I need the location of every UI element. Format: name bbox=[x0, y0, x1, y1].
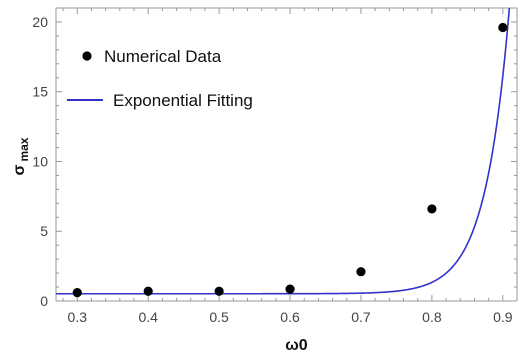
y-tick-label: 0 bbox=[40, 293, 48, 309]
legend-point-marker bbox=[82, 51, 91, 60]
y-axis-label: σ max bbox=[11, 137, 31, 175]
data-point bbox=[356, 267, 365, 276]
y-tick-label: 20 bbox=[32, 14, 48, 30]
y-tick-label: 5 bbox=[40, 223, 48, 239]
x-tick-label: 0.6 bbox=[280, 309, 300, 325]
x-tick-label: 0.3 bbox=[68, 309, 88, 325]
x-tick-label: 0.5 bbox=[209, 309, 229, 325]
x-tick-label: 0.8 bbox=[422, 309, 442, 325]
x-tick-label: 0.9 bbox=[493, 309, 513, 325]
y-tick-label: 15 bbox=[32, 84, 48, 100]
y-axis-label-subscript: max bbox=[17, 137, 31, 161]
data-point bbox=[73, 288, 82, 297]
data-point bbox=[285, 285, 294, 294]
x-tick-label: 0.4 bbox=[138, 309, 158, 325]
x-tick-label: 0.7 bbox=[351, 309, 371, 325]
x-axis-label: ω0 bbox=[285, 337, 308, 354]
legend-points-label: Numerical Data bbox=[104, 47, 222, 66]
y-tick-label: 10 bbox=[32, 153, 48, 169]
y-axis-label-main: σ bbox=[11, 164, 28, 175]
legend-line-label: Exponential Fitting bbox=[113, 91, 253, 110]
data-point bbox=[144, 287, 153, 296]
legend: Numerical Data Exponential Fitting bbox=[67, 47, 253, 110]
data-point bbox=[215, 287, 224, 296]
data-point bbox=[498, 23, 507, 32]
data-point bbox=[427, 204, 436, 213]
